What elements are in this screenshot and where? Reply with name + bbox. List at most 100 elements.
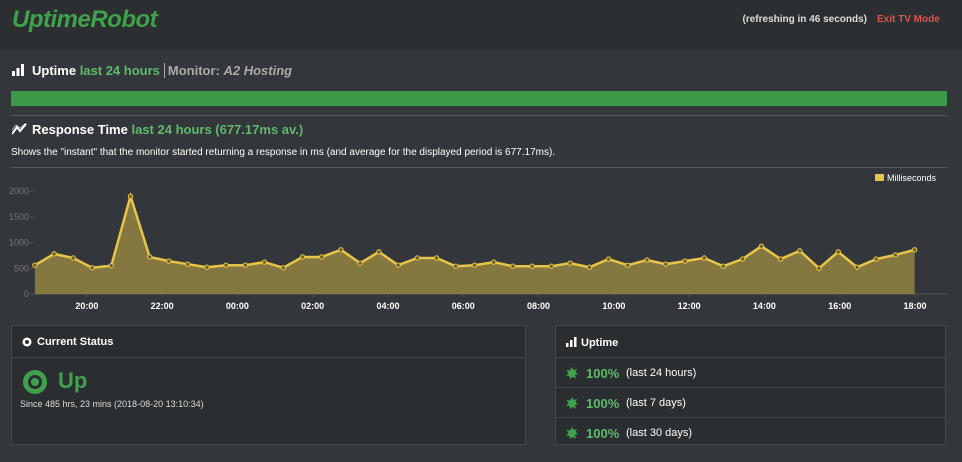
uptime-percent: 100% bbox=[586, 366, 620, 381]
uptime-percent: 100% bbox=[586, 396, 620, 411]
refresh-note: (refreshing in 46 seconds) bbox=[742, 14, 867, 25]
divider bbox=[12, 357, 525, 358]
status-burst bbox=[566, 367, 578, 379]
status-since: Since 485 hrs, 23 mins (2018-08-20 13:10… bbox=[20, 399, 204, 409]
exit-link[interactable]: Exit TV Mode bbox=[877, 14, 940, 25]
data-point bbox=[242, 262, 249, 268]
data-point bbox=[433, 255, 440, 261]
data-point bbox=[89, 265, 95, 271]
y-tick-label: 2000 bbox=[9, 186, 29, 196]
bars-icon bbox=[12, 64, 24, 76]
status-title: Current Status bbox=[37, 336, 114, 348]
response-title: Response Time bbox=[32, 122, 128, 137]
status-burst bbox=[566, 397, 578, 409]
data-point bbox=[414, 255, 421, 261]
data-point bbox=[510, 263, 516, 269]
x-tick-label: 06:00 bbox=[452, 301, 475, 311]
data-point bbox=[529, 263, 535, 269]
uptime-panel: Uptime 100% (last 24 hours) 100% (last 7 da… bbox=[555, 325, 946, 445]
uptime-panel-title: Uptime bbox=[581, 337, 619, 349]
area-fill bbox=[34, 196, 915, 294]
response-heading: Response Time last 24 hours (677.17ms av… bbox=[32, 122, 303, 137]
data-point bbox=[395, 262, 401, 268]
x-tick-label: 16:00 bbox=[828, 301, 851, 311]
legend-label: Milliseconds bbox=[887, 173, 937, 183]
data-point bbox=[338, 247, 344, 253]
status-panel: Current Status Up Since 485 hrs, 23 mins… bbox=[11, 325, 526, 445]
status-burst bbox=[566, 427, 578, 439]
divider bbox=[11, 115, 947, 116]
status-icon bbox=[22, 337, 32, 347]
data-point bbox=[453, 263, 459, 269]
logo[interactable]: UptimeRobot bbox=[12, 6, 158, 33]
monitor-label: Monitor: bbox=[163, 63, 220, 78]
data-point bbox=[720, 263, 727, 269]
header: UptimeRobot (refreshing in 46 seconds) E… bbox=[0, 0, 962, 50]
data-point bbox=[701, 255, 707, 261]
y-tick-label: 1000 bbox=[9, 238, 29, 248]
uptime-heading: Uptime last 24 hours Monitor: A2 Hosting bbox=[32, 63, 292, 78]
y-tick-label: 500 bbox=[14, 263, 29, 273]
data-point bbox=[873, 256, 879, 262]
data-point bbox=[319, 254, 325, 260]
uptime-period: (last 30 days) bbox=[626, 427, 693, 439]
data-point bbox=[299, 254, 306, 260]
response-chart: 0 500 1000 1500 2000 20:00 22:00 00:00 02:00 04:0… bbox=[9, 173, 947, 311]
x-tick-label: 10:00 bbox=[602, 301, 625, 311]
chart-icon bbox=[12, 123, 27, 135]
data-point bbox=[32, 262, 38, 268]
data-point bbox=[127, 193, 134, 199]
data-point bbox=[892, 252, 899, 258]
divider bbox=[11, 167, 947, 168]
x-tick-label: 02:00 bbox=[301, 301, 324, 311]
data-point bbox=[223, 262, 229, 268]
y-tick-label: 0 bbox=[24, 289, 29, 299]
data-point bbox=[758, 243, 765, 249]
data-point bbox=[777, 256, 784, 262]
response-period: last 24 hours (677.17ms av.) bbox=[131, 122, 304, 137]
x-tick-label: 00:00 bbox=[226, 301, 249, 311]
data-point bbox=[166, 258, 172, 264]
uptime-bar bbox=[11, 91, 947, 106]
bars-icon bbox=[566, 337, 577, 347]
data-point bbox=[854, 264, 860, 270]
data-point bbox=[471, 262, 478, 268]
data-point bbox=[261, 259, 268, 265]
data-point bbox=[682, 258, 688, 264]
y-tick-label: 1500 bbox=[9, 212, 29, 222]
data-point bbox=[835, 249, 841, 255]
status-up-icon bbox=[23, 370, 47, 394]
uptime-period: last 24 hours bbox=[79, 63, 160, 78]
uptime-period: (last 7 days) bbox=[626, 397, 686, 409]
data-point bbox=[548, 263, 555, 269]
data-point bbox=[204, 264, 210, 270]
x-tick-label: 04:00 bbox=[376, 301, 399, 311]
data-point bbox=[280, 265, 287, 271]
data-point bbox=[663, 261, 669, 267]
legend-swatch bbox=[875, 174, 884, 181]
x-tick-label: 12:00 bbox=[678, 301, 701, 311]
x-tick-label: 08:00 bbox=[527, 301, 550, 311]
response-description: Shows the "instant" that the monitor sta… bbox=[11, 147, 556, 158]
data-point bbox=[625, 262, 631, 268]
uptime-period: (last 24 hours) bbox=[626, 367, 697, 379]
data-point bbox=[644, 257, 650, 263]
data-point bbox=[739, 256, 746, 262]
uptime-percent: 100% bbox=[586, 426, 620, 441]
data-point bbox=[567, 260, 573, 266]
data-point bbox=[911, 247, 918, 253]
data-point bbox=[70, 255, 76, 261]
data-point bbox=[491, 259, 497, 265]
data-point bbox=[185, 261, 191, 267]
data-point bbox=[605, 256, 612, 262]
data-point bbox=[797, 248, 803, 254]
uptime-title: Uptime bbox=[32, 63, 77, 78]
data-point bbox=[146, 254, 153, 260]
data-point bbox=[586, 264, 593, 270]
status-value: Up bbox=[58, 368, 88, 393]
uptime-row: 100% (last 30 days) bbox=[556, 417, 945, 448]
data-point bbox=[51, 251, 57, 257]
data-point bbox=[816, 265, 822, 271]
data-point bbox=[108, 263, 114, 269]
